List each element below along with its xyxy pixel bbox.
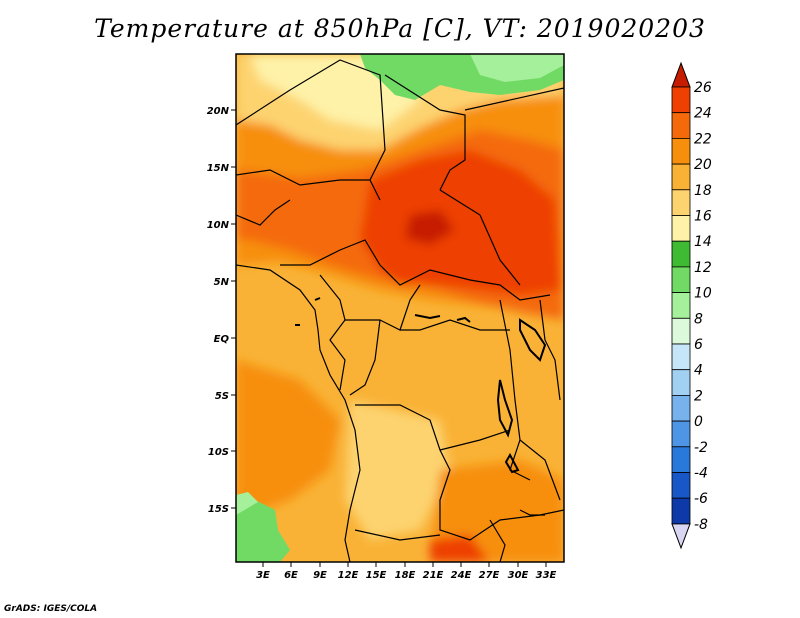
colorbar-swatch — [671, 497, 691, 525]
colorbar-swatch — [671, 394, 691, 422]
lat-label-eq: EQ — [214, 334, 230, 345]
lat-label-10s: 10S — [208, 447, 229, 458]
colorbar-label: 0 — [694, 414, 703, 430]
colorbar-bottom-arrow — [671, 523, 691, 550]
colorbar-swatch — [671, 472, 691, 499]
colorbar-label: 18 — [694, 183, 712, 199]
colorbar-label: -2 — [694, 440, 708, 456]
colorbar-label: -8 — [694, 517, 708, 533]
contour-26c — [405, 210, 455, 245]
colorbar-swatch — [671, 343, 691, 371]
contour-10c-north — [470, 54, 564, 82]
colorbar-swatch — [671, 189, 691, 216]
colorbar-label: 8 — [694, 311, 703, 327]
lon-label-24e: 24E — [451, 570, 472, 581]
contour-24c — [360, 150, 560, 295]
lon-label-21e: 21E — [423, 570, 444, 581]
contour-20c-south — [236, 360, 340, 520]
colorbar-label: 2 — [694, 388, 703, 404]
contour-16c-south — [345, 400, 450, 540]
lon-label-18e: 18E — [395, 570, 416, 581]
lon-label-9e: 9E — [313, 570, 327, 581]
lat-label-5s: 5S — [215, 391, 229, 402]
lat-label-10n: 10N — [207, 220, 230, 231]
lon-label-3e: 3E — [256, 570, 270, 581]
colorbar-swatch — [671, 420, 691, 448]
colorbar-swatch — [671, 163, 691, 191]
colorbar-swatch — [671, 292, 691, 319]
lon-label-12e: 12E — [338, 570, 359, 581]
colorbar-label: 26 — [694, 80, 712, 96]
lat-label-15n: 15N — [207, 163, 230, 174]
lon-label-30e: 30E — [508, 570, 529, 581]
lon-label-15e: 15E — [366, 570, 387, 581]
lat-label-5n: 5N — [214, 277, 230, 288]
lat-label-20n: 20N — [207, 106, 230, 117]
contour-22c-south — [430, 535, 490, 562]
colorbar-swatch — [671, 112, 691, 139]
colorbar-label: 16 — [694, 209, 712, 225]
coastline-west — [236, 264, 361, 562]
longitude-labels: 3E 6E 9E 12E 15E 18E 21E 24E 27E 30E 33E — [256, 570, 556, 581]
colorbar-label: 6 — [694, 337, 703, 353]
colorbar-swatch — [671, 266, 691, 293]
colorbar-label: -4 — [694, 466, 708, 482]
contour-12c-southwest — [236, 500, 290, 562]
colorbar-label: 20 — [694, 157, 712, 173]
contour-14c-southwest — [236, 492, 258, 515]
colorbar-swatch — [671, 240, 691, 268]
colorbar-label: 12 — [694, 260, 712, 276]
lon-label-27e: 27E — [479, 570, 500, 581]
map-title: Temperature at 850hPa [C], VT: 201902020… — [94, 14, 706, 43]
colorbar-label: 24 — [694, 106, 712, 122]
colorbar-swatch — [671, 137, 691, 165]
border-north — [236, 59, 386, 181]
latitude-labels: 20N 15N 10N 5N EQ 5S 10S 15S — [207, 106, 230, 515]
colorbar-swatch — [671, 86, 691, 114]
colorbar-swatch — [671, 369, 691, 396]
map-frame — [235, 53, 565, 563]
lon-label-6e: 6E — [284, 570, 298, 581]
colorbar-swatch — [671, 317, 691, 345]
lon-label-33e: 33E — [536, 570, 557, 581]
axis-ticks — [231, 109, 547, 567]
colorbar-label: -6 — [694, 491, 708, 507]
lat-label-15s: 15S — [208, 504, 229, 515]
colorbar-swatch — [671, 215, 691, 242]
colorbar-label: 10 — [694, 286, 712, 302]
colorbar-top-arrow — [671, 61, 691, 88]
colorbar-label: 22 — [694, 131, 712, 147]
colorbar-label: 14 — [694, 234, 712, 250]
temperature-field — [236, 54, 564, 562]
colorbar-label: 4 — [694, 363, 703, 379]
colorbar-swatch — [671, 446, 691, 473]
country-borders — [236, 59, 564, 562]
grads-credit: GrADS: IGES/COLA — [4, 604, 98, 614]
